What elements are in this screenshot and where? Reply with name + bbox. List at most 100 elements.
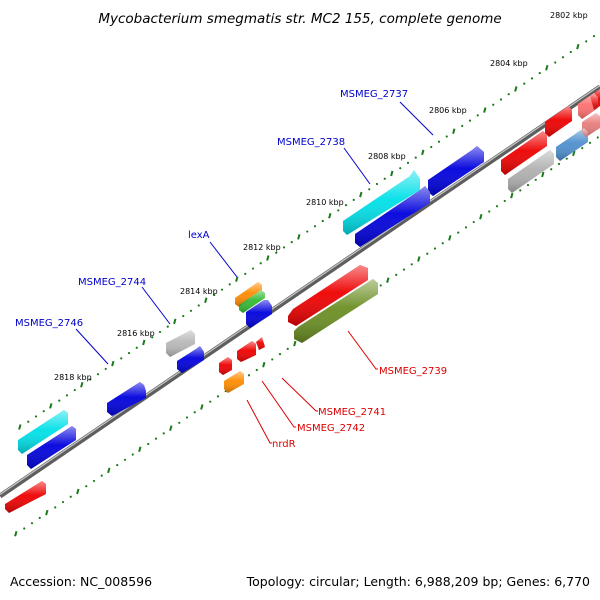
scale-dot xyxy=(162,432,165,435)
scale-dot xyxy=(399,167,402,170)
scale-dot xyxy=(476,114,479,117)
scale-dot xyxy=(34,415,38,418)
scale-dot xyxy=(592,34,596,38)
scale-tick xyxy=(293,340,297,347)
scale-tick xyxy=(297,234,301,240)
scale-dot xyxy=(410,263,413,266)
callout-line xyxy=(209,241,238,278)
scale-dot xyxy=(588,141,592,144)
gene-feature-shading xyxy=(166,330,195,357)
gene-label-msmeg-2739[interactable]: MSMEG_2739 xyxy=(379,366,447,377)
scale-tick xyxy=(328,212,332,219)
gene-label-msmeg-2744[interactable]: MSMEG_2744 xyxy=(78,277,146,288)
scale-tick xyxy=(111,360,115,367)
scale-dot xyxy=(58,399,61,402)
scale-tick xyxy=(14,530,18,537)
scale-dot xyxy=(244,272,247,275)
scale-dot xyxy=(120,357,123,360)
scale-dot xyxy=(166,325,169,328)
scale-tick xyxy=(18,424,22,430)
callout-lines xyxy=(75,101,434,444)
scale-dot xyxy=(135,346,138,349)
scale-dot xyxy=(193,411,196,414)
gene-label-msmeg-2738[interactable]: MSMEG_2738 xyxy=(277,137,345,148)
accession-label: Accession: NC_008596 xyxy=(10,574,153,589)
scale-dot xyxy=(255,368,258,372)
gene-feature-shading xyxy=(235,282,262,307)
scale-tick xyxy=(142,339,146,346)
scale-dot xyxy=(495,205,499,208)
callout-line xyxy=(246,399,272,444)
scale-label: 2804 kbp xyxy=(490,59,528,68)
scale-dot xyxy=(92,479,96,483)
scale-dot xyxy=(182,314,185,318)
gene-label-msmeg-2746[interactable]: MSMEG_2746 xyxy=(15,318,83,329)
scale-dot xyxy=(499,98,503,101)
scale-dot xyxy=(213,293,216,297)
gene-feature-shading xyxy=(5,481,46,513)
gene-feature-shading xyxy=(219,357,232,375)
scale-dot xyxy=(85,485,88,488)
scale-dot xyxy=(209,400,212,403)
scale-dot xyxy=(445,135,448,138)
scale-dot xyxy=(530,77,534,80)
gene-feature-shading xyxy=(246,300,272,328)
scale-dot xyxy=(96,373,100,376)
gene-label-lexa[interactable]: lexA xyxy=(188,230,210,241)
scale-dot xyxy=(69,495,72,498)
gene-label-msmeg-2742[interactable]: MSMEG_2742 xyxy=(297,423,365,434)
scale-dot xyxy=(147,442,150,446)
gene-feature-shading xyxy=(239,290,265,313)
scale-dot xyxy=(468,119,472,122)
genome-backbone xyxy=(0,84,600,499)
scale-dot xyxy=(437,140,441,143)
scale-dot xyxy=(189,309,193,312)
gene-label-msmeg-2741[interactable]: MSMEG_2741 xyxy=(318,407,386,418)
gene-label-msmeg-2737[interactable]: MSMEG_2737 xyxy=(340,89,408,100)
scale-tick xyxy=(448,235,452,241)
scale-label: 2812 kbp xyxy=(243,243,281,252)
scale-dot xyxy=(275,251,278,254)
scale-dot xyxy=(197,304,200,307)
scale-dot xyxy=(585,40,588,43)
scale-tick xyxy=(359,191,363,198)
scale-dot xyxy=(430,145,433,149)
scale-dot xyxy=(228,283,231,286)
gene-feature-shading xyxy=(582,113,600,137)
callout-line xyxy=(399,101,434,136)
scale-tick xyxy=(235,276,239,282)
gene-label-nrdr[interactable]: nrdR xyxy=(272,439,296,450)
map-title: Mycobacterium smegmatis str. MC2 155, co… xyxy=(98,11,501,27)
scale-dot xyxy=(158,330,162,334)
scale-tick xyxy=(49,403,53,409)
scale-tick xyxy=(479,214,483,220)
scale-dot xyxy=(406,161,410,164)
scale-dot xyxy=(344,204,348,207)
scale-label: 2816 kbp xyxy=(117,329,155,338)
scale-tick xyxy=(541,171,545,178)
gene-feature-shading xyxy=(224,371,244,393)
scale-tick xyxy=(545,65,549,71)
scale-tick xyxy=(76,488,80,495)
scale-dot xyxy=(337,209,340,212)
gene-feature-shading xyxy=(18,410,68,454)
scale-tick xyxy=(510,192,514,199)
scale-dot xyxy=(507,93,510,96)
scale-dot xyxy=(433,247,437,250)
callout-line xyxy=(141,286,171,325)
scale-labels: 2802 kbp 2804 kbp 2806 kbp 2808 kbp 2810… xyxy=(54,11,588,382)
scale-dot xyxy=(27,420,30,423)
scale-label: 2806 kbp xyxy=(429,106,467,115)
gene-feature-shading xyxy=(294,279,378,343)
scale-dot xyxy=(259,262,262,265)
scale-dot xyxy=(581,146,584,150)
scale-dot xyxy=(73,388,76,392)
scale-dot xyxy=(457,231,460,234)
scale-tick xyxy=(572,150,576,157)
scale-dot xyxy=(131,453,134,456)
scale-tick xyxy=(390,170,394,177)
scale-tick xyxy=(452,128,456,134)
scale-dot xyxy=(278,353,282,356)
scale-dot xyxy=(383,177,386,180)
gene-feature-shading xyxy=(590,89,600,110)
